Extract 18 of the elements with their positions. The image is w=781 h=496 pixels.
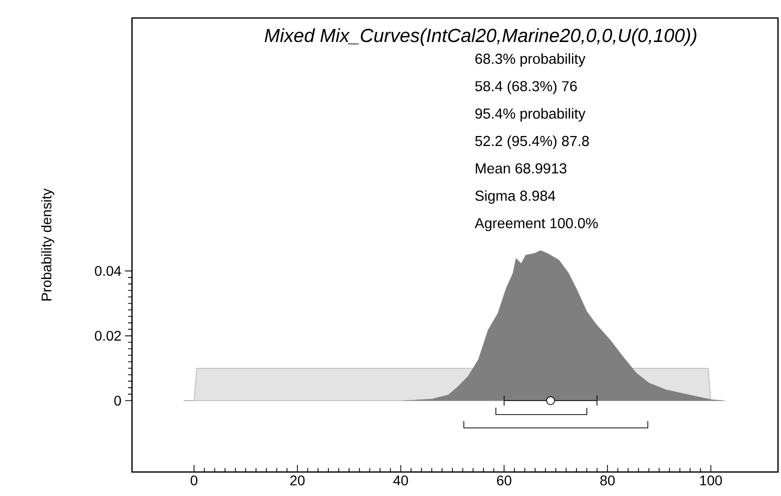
annotation: 68.3% probability (475, 53, 586, 67)
y-axis-title: Probability density (41, 188, 54, 300)
x-tick-label: 40 (393, 476, 408, 486)
y-tick-label: 0 (114, 396, 121, 406)
x-tick-label: 0 (190, 476, 198, 486)
annotation: 52.2 (95.4%) 87.8 (475, 135, 589, 149)
annotation: 58.4 (68.3%) 76 (475, 80, 577, 94)
annotation: Sigma 8.984 (475, 190, 556, 204)
x-tick-label: 20 (290, 476, 305, 486)
y-tick-label: 0.02 (94, 330, 121, 341)
x-tick-label: 60 (497, 476, 512, 486)
annotation: Agreement 100.0% (474, 218, 598, 232)
x-tick-label: 80 (600, 476, 615, 486)
annotation: Mean 68.9913 (476, 163, 566, 174)
annotation: 95.4% probability (475, 108, 586, 122)
text: Mixed Mix_Curves(IntCal20,Marine20,0,0,U(0,100)) (264, 28, 696, 46)
x-tick-label: 100 (700, 476, 722, 486)
y-tick-label: 0.04 (94, 266, 122, 276)
